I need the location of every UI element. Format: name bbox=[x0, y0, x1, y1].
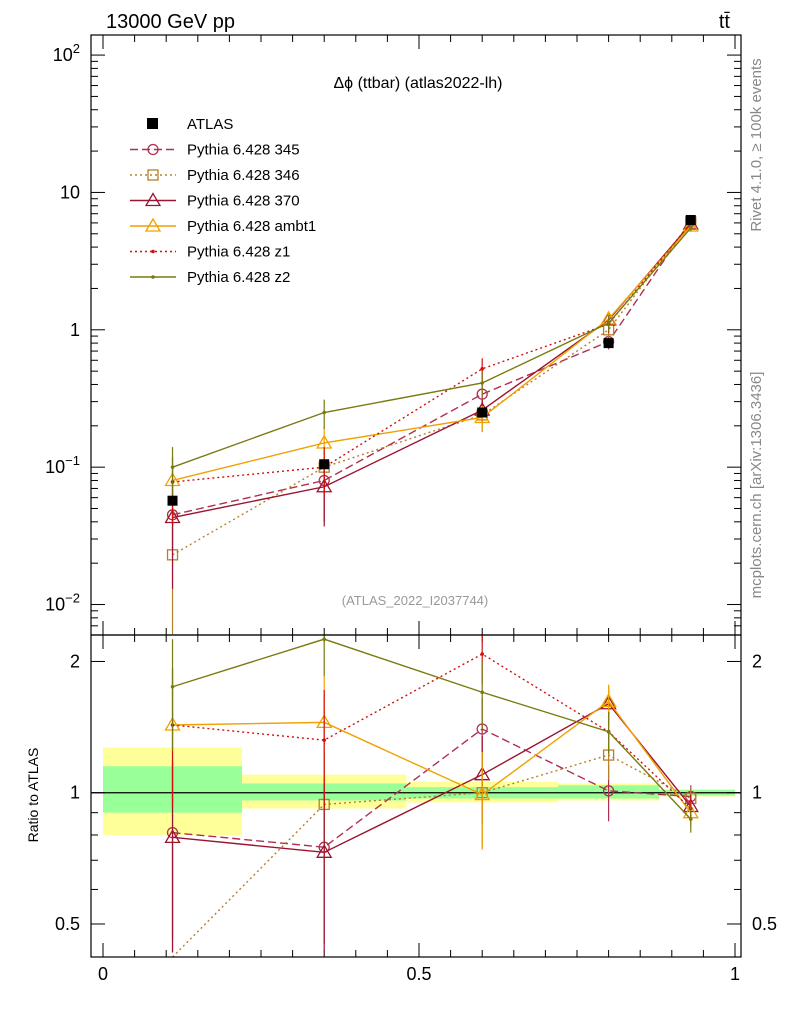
plot-title: Δϕ (ttbar) (atlas2022-lh) bbox=[333, 75, 502, 92]
main-data-points bbox=[167, 214, 696, 506]
main-y-tick-label: 10−2 bbox=[45, 591, 80, 615]
ratio-y-tick-label: 2 bbox=[70, 651, 80, 671]
legend-marker bbox=[147, 143, 159, 156]
ratio-series-marker bbox=[606, 729, 611, 734]
legend-marker bbox=[151, 249, 155, 254]
ratio-y-tick-label-right: 2 bbox=[752, 651, 762, 671]
x-tick-label: 0.5 bbox=[406, 964, 431, 984]
legend-marker bbox=[147, 169, 159, 181]
energy-label: 13000 GeV pp bbox=[106, 11, 235, 33]
ratio-series-marker bbox=[316, 844, 333, 858]
ratio-y-tick-label-right: 1 bbox=[752, 783, 762, 803]
x-tick-label: 0 bbox=[98, 964, 108, 984]
main-series-marker bbox=[688, 226, 693, 230]
main-y-tick-label: 10 bbox=[60, 182, 80, 202]
ratio-series-marker bbox=[480, 690, 485, 695]
process-label: tt̄ bbox=[719, 11, 731, 33]
ratio-series-marker bbox=[480, 652, 485, 656]
ratio-series-marker bbox=[600, 693, 617, 708]
ratio-frame bbox=[90, 634, 742, 958]
main-y-tick-label: 10−1 bbox=[45, 453, 80, 477]
rivet-label: Rivet 4.1.0, ≥ 100k events bbox=[748, 58, 765, 231]
legend-label: Pythia 6.428 z1 bbox=[187, 244, 290, 261]
ratio-y-tick-label: 0.5 bbox=[55, 914, 80, 934]
ratio-uncertainty-bands bbox=[91, 747, 741, 835]
mcplots-label: mcplots.cern.ch [arXiv:1306.3436] bbox=[748, 372, 765, 599]
atlas-data-point bbox=[167, 495, 178, 506]
ratio-series-marker bbox=[322, 637, 327, 641]
legend-label-atlas: ATLAS bbox=[187, 116, 233, 133]
ratio-series-marker bbox=[688, 817, 693, 821]
ratio-series-layer bbox=[164, 635, 699, 958]
atlas-data-point bbox=[685, 214, 696, 225]
main-series-marker bbox=[606, 321, 611, 325]
main-series-marker bbox=[480, 381, 485, 385]
main-y-tick-label: 1 bbox=[70, 320, 80, 340]
legend-label: Pythia 6.428 370 bbox=[187, 193, 300, 210]
main-series-line bbox=[172, 225, 692, 482]
ratio-y-tick-label-right: 0.5 bbox=[752, 914, 777, 934]
legend-label: Pythia 6.428 346 bbox=[187, 167, 300, 184]
legend-marker bbox=[144, 217, 162, 232]
legend-marker bbox=[144, 192, 162, 207]
ratio-y-tick-label: 1 bbox=[70, 783, 80, 803]
legend-label: Pythia 6.428 345 bbox=[187, 142, 300, 159]
main-series-layer bbox=[164, 215, 699, 635]
atlas-data-point bbox=[319, 459, 330, 470]
main-series-line bbox=[172, 223, 692, 519]
ratio-series-line bbox=[172, 653, 692, 810]
ratio-series-marker bbox=[170, 684, 175, 689]
ratio-axis-label: Ratio to ATLAS bbox=[25, 748, 41, 843]
main-series-marker bbox=[322, 410, 327, 415]
atlas-data-point bbox=[477, 407, 488, 418]
main-series-marker bbox=[170, 465, 175, 469]
legend-label: Pythia 6.428 ambt1 bbox=[187, 218, 316, 235]
main-series-line bbox=[172, 220, 692, 516]
main-axis-ticks bbox=[91, 35, 741, 636]
main-series-marker bbox=[480, 367, 485, 371]
ratio-series-marker bbox=[602, 785, 615, 797]
atlas-data-point bbox=[603, 338, 614, 349]
ratio-series-line bbox=[172, 754, 692, 958]
x-tick-label: 1 bbox=[730, 964, 740, 984]
legend-marker bbox=[151, 275, 155, 279]
main-y-tick-label: 102 bbox=[53, 41, 80, 65]
ratio-series-marker bbox=[322, 738, 327, 742]
legend: ATLAS Pythia 6.428 345 Pythia 6.428 346 Pyt… bbox=[130, 116, 316, 286]
main-series-line bbox=[172, 222, 692, 483]
ratio-series-marker bbox=[164, 829, 181, 844]
legend-marker-atlas bbox=[147, 118, 158, 129]
legend-label: Pythia 6.428 z2 bbox=[187, 269, 290, 286]
ratio-axis-ticks bbox=[91, 635, 741, 957]
ratio-series-marker bbox=[474, 786, 491, 801]
tick-labels: 102 10 1 10−1 10−2 2 2 1 1 0.5 0.5 0 0.5 1 bbox=[45, 41, 777, 984]
analysis-label: (ATLAS_2022_I2037744) bbox=[342, 593, 488, 608]
